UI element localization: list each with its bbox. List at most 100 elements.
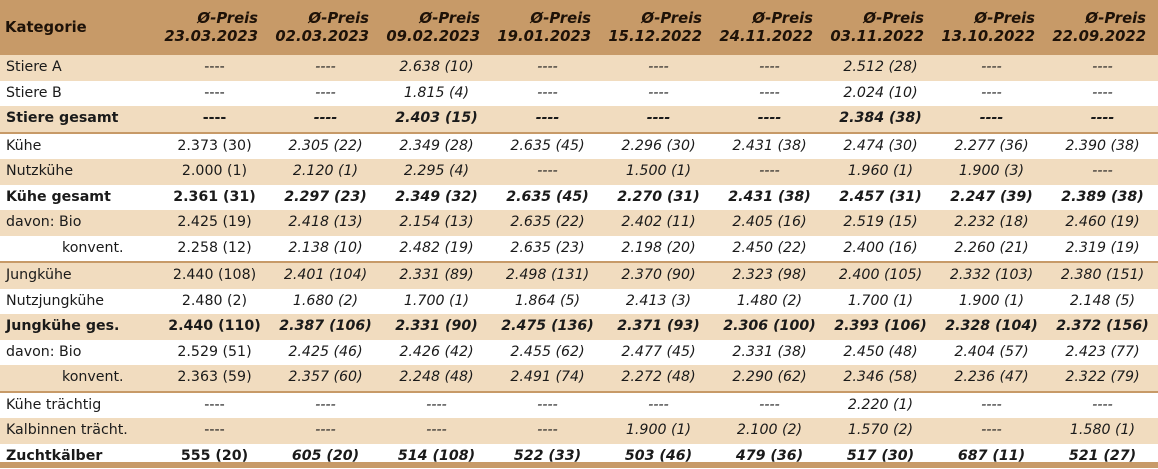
- table-cell: ----: [936, 81, 1047, 107]
- header-col-date: 19.01.2023: [492, 28, 591, 46]
- table-cell: 2.529 (51): [159, 340, 270, 366]
- table-cell: 2.498 (131): [492, 262, 603, 289]
- header-col-date: 13.10.2022: [936, 28, 1035, 46]
- table-cell: 2.393 (106): [825, 314, 936, 340]
- table-cell: 2.373 (30): [159, 133, 270, 160]
- table-cell: 2.423 (77): [1047, 340, 1158, 366]
- table-cell: 2.403 (15): [381, 106, 492, 133]
- table-cell: 2.248 (48): [381, 365, 492, 392]
- header-col-title: Ø-Preis: [1047, 10, 1146, 28]
- table-cell: ----: [603, 81, 714, 107]
- table-cell: ----: [936, 55, 1047, 81]
- table-cell: ----: [1047, 392, 1158, 419]
- table-row: Stiere gesamt--------2.403 (15)---------…: [0, 106, 1158, 133]
- table-cell: 2.440 (110): [159, 314, 270, 340]
- header-col-title: Ø-Preis: [492, 10, 591, 28]
- table-cell: 2.319 (19): [1047, 236, 1158, 263]
- row-label: konvent.: [0, 236, 159, 263]
- row-label: davon: Bio: [0, 210, 159, 236]
- table-row: Stiere B--------1.815 (4)------------2.0…: [0, 81, 1158, 107]
- table-cell: 2.482 (19): [381, 236, 492, 263]
- table-cell: ----: [159, 81, 270, 107]
- table-cell: 2.455 (62): [492, 340, 603, 366]
- table-cell: ----: [936, 418, 1047, 444]
- table-cell: ----: [270, 392, 381, 419]
- table-cell: 2.425 (46): [270, 340, 381, 366]
- table-cell: 2.457 (31): [825, 185, 936, 211]
- table-cell: ----: [714, 55, 825, 81]
- row-label: Jungkühe: [0, 262, 159, 289]
- table-cell: 2.198 (20): [603, 236, 714, 263]
- table-cell: ----: [492, 392, 603, 419]
- table-cell: 2.372 (156): [1047, 314, 1158, 340]
- table-cell: ----: [270, 418, 381, 444]
- table-cell: ----: [270, 106, 381, 133]
- table-cell: 2.100 (2): [714, 418, 825, 444]
- table-cell: ----: [936, 392, 1047, 419]
- table-cell: ----: [714, 106, 825, 133]
- table-cell: 2.363 (59): [159, 365, 270, 392]
- table-cell: 2.371 (93): [603, 314, 714, 340]
- table-cell: 2.331 (38): [714, 340, 825, 366]
- table-cell: 2.440 (108): [159, 262, 270, 289]
- table-cell: ----: [492, 55, 603, 81]
- header-col-title: Ø-Preis: [603, 10, 702, 28]
- table-cell: 2.331 (90): [381, 314, 492, 340]
- table-cell: 2.270 (31): [603, 185, 714, 211]
- table-cell: 2.322 (79): [1047, 365, 1158, 392]
- row-label: Nutzkühe: [0, 159, 159, 185]
- table-cell: 2.232 (18): [936, 210, 1047, 236]
- table-cell: 2.450 (22): [714, 236, 825, 263]
- table-cell: 1.570 (2): [825, 418, 936, 444]
- table-cell: ----: [270, 55, 381, 81]
- row-label: Kalbinnen trächt.: [0, 418, 159, 444]
- table-cell: 2.138 (10): [270, 236, 381, 263]
- table-cell: 2.331 (89): [381, 262, 492, 289]
- table-cell: 2.120 (1): [270, 159, 381, 185]
- table-cell: 1.580 (1): [1047, 418, 1158, 444]
- table-cell: 2.296 (30): [603, 133, 714, 160]
- table-cell: ----: [381, 392, 492, 419]
- table-cell: ----: [159, 106, 270, 133]
- table-cell: 2.401 (104): [270, 262, 381, 289]
- table-cell: ----: [270, 81, 381, 107]
- header-col-title: Ø-Preis: [270, 10, 369, 28]
- table-cell: 2.477 (45): [603, 340, 714, 366]
- table-cell: 2.450 (48): [825, 340, 936, 366]
- table-body: Stiere A--------2.638 (10)------------2.…: [0, 55, 1158, 469]
- table-cell: 2.260 (21): [936, 236, 1047, 263]
- table-cell: 2.361 (31): [159, 185, 270, 211]
- table-cell: 2.431 (38): [714, 133, 825, 160]
- table-cell: 2.402 (11): [603, 210, 714, 236]
- table-cell: 2.387 (106): [270, 314, 381, 340]
- table-cell: ----: [492, 418, 603, 444]
- table-row: Kalbinnen trächt.----------------1.900 (…: [0, 418, 1158, 444]
- table-cell: 2.295 (4): [381, 159, 492, 185]
- row-label: Jungkühe ges.: [0, 314, 159, 340]
- table-row: konvent.2.258 (12)2.138 (10)2.482 (19) 2.…: [0, 236, 1158, 263]
- table-cell: 1.680 (2): [270, 289, 381, 315]
- header-col-date: 24.11.2022: [714, 28, 813, 46]
- table-cell: 2.258 (12): [159, 236, 270, 263]
- table-cell: ----: [603, 392, 714, 419]
- table-cell: 2.404 (57): [936, 340, 1047, 366]
- table-cell: 1.500 (1): [603, 159, 714, 185]
- table-cell: 1.480 (2): [714, 289, 825, 315]
- table-cell: 2.460 (19): [1047, 210, 1158, 236]
- row-label: Stiere A: [0, 55, 159, 81]
- table-cell: 1.700 (1): [825, 289, 936, 315]
- table-cell: 1.960 (1): [825, 159, 936, 185]
- table-cell: 2.024 (10): [825, 81, 936, 107]
- table-cell: 1.900 (3): [936, 159, 1047, 185]
- table-cell: 2.370 (90): [603, 262, 714, 289]
- table-cell: 2.328 (104): [936, 314, 1047, 340]
